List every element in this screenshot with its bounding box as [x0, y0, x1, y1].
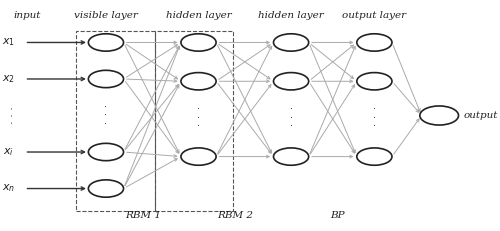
Text: visible layer: visible layer — [74, 11, 138, 19]
Text: RBM 1: RBM 1 — [125, 212, 161, 220]
Text: input: input — [14, 11, 41, 19]
Circle shape — [357, 34, 392, 51]
Text: · · ·: · · · — [8, 106, 18, 125]
Text: hidden layer: hidden layer — [258, 11, 324, 19]
Circle shape — [181, 73, 216, 90]
Circle shape — [88, 70, 124, 88]
Circle shape — [357, 73, 392, 90]
Text: ·
·
·: · · · — [197, 104, 200, 131]
Text: RBM 2: RBM 2 — [218, 212, 254, 220]
Text: $x_1$: $x_1$ — [2, 36, 16, 48]
Circle shape — [420, 106, 459, 125]
Circle shape — [274, 148, 308, 165]
Circle shape — [88, 180, 124, 197]
Text: $x_2$: $x_2$ — [2, 73, 16, 85]
Text: BP: BP — [330, 212, 344, 220]
Text: ·
·
·: · · · — [373, 104, 376, 131]
Text: hidden layer: hidden layer — [166, 11, 232, 19]
Text: output: output — [464, 111, 498, 120]
Text: $x_n$: $x_n$ — [2, 183, 16, 195]
Text: ·
·
·: · · · — [290, 104, 292, 131]
Circle shape — [88, 143, 124, 161]
Circle shape — [357, 148, 392, 165]
Circle shape — [274, 34, 308, 51]
Text: ·
·
·: · · · — [104, 102, 108, 129]
Circle shape — [88, 34, 124, 51]
Circle shape — [181, 148, 216, 165]
Text: output layer: output layer — [342, 11, 406, 19]
Text: $x_i$: $x_i$ — [4, 146, 15, 158]
Circle shape — [181, 34, 216, 51]
Circle shape — [274, 73, 308, 90]
